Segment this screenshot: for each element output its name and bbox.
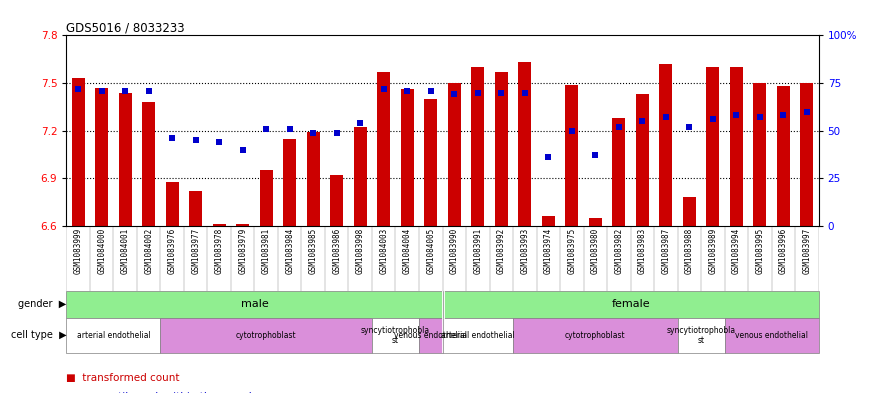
Bar (448, 83, 461, 226)
Text: venous endothelial: venous endothelial (394, 331, 467, 340)
Text: GSM1083976: GSM1083976 (167, 228, 177, 274)
Text: GSM1083996: GSM1083996 (779, 228, 788, 274)
Text: GSM1083983: GSM1083983 (638, 228, 647, 274)
Text: GSM1083991: GSM1083991 (473, 228, 482, 274)
Bar (424, 99, 437, 226)
Text: GSM1083988: GSM1083988 (685, 228, 694, 274)
Text: GSM1083981: GSM1083981 (262, 228, 271, 274)
Text: female: female (612, 299, 650, 309)
Bar (777, 86, 789, 226)
Bar (589, 218, 602, 226)
Text: GSM1084002: GSM1084002 (144, 228, 153, 274)
Text: cytotrophoblast: cytotrophoblast (236, 331, 296, 340)
Text: GSM1083979: GSM1083979 (238, 228, 247, 274)
Text: GSM1083978: GSM1083978 (215, 228, 224, 274)
Text: GSM1083987: GSM1083987 (661, 228, 670, 274)
Bar (678, 318, 725, 353)
Text: syncytiotrophobla
st: syncytiotrophobla st (361, 325, 430, 345)
Text: GSM1083975: GSM1083975 (567, 228, 576, 274)
Text: GSM1083995: GSM1083995 (756, 228, 765, 274)
Bar (612, 118, 626, 226)
Bar (119, 92, 132, 226)
Bar (66, 318, 160, 353)
Bar (160, 318, 372, 353)
Bar (354, 127, 366, 226)
Bar (419, 318, 442, 353)
Bar (542, 217, 555, 226)
Bar (472, 67, 484, 226)
Bar (66, 291, 442, 318)
Text: GSM1083997: GSM1083997 (803, 228, 812, 274)
Bar (519, 62, 531, 226)
Bar (730, 67, 743, 226)
Bar (513, 318, 678, 353)
Text: GSM1083990: GSM1083990 (450, 228, 458, 274)
Text: arterial endothelial: arterial endothelial (441, 331, 515, 340)
Text: GSM1084005: GSM1084005 (427, 228, 435, 274)
Bar (495, 72, 508, 226)
Bar (259, 171, 273, 226)
Text: GSM1083986: GSM1083986 (332, 228, 342, 274)
Bar (401, 89, 413, 226)
Bar (236, 224, 250, 226)
Bar (442, 291, 819, 318)
Text: arterial endothelial: arterial endothelial (76, 331, 150, 340)
Text: gender  ▶: gender ▶ (18, 299, 66, 309)
Text: GSM1083980: GSM1083980 (591, 228, 600, 274)
Bar (725, 318, 819, 353)
Text: GSM1083985: GSM1083985 (309, 228, 318, 274)
Bar (189, 191, 202, 226)
Text: GSM1084000: GSM1084000 (97, 228, 106, 274)
Bar (283, 139, 296, 226)
Text: GSM1083982: GSM1083982 (614, 228, 623, 274)
Bar (212, 224, 226, 226)
Text: GSM1083984: GSM1083984 (285, 228, 294, 274)
Bar (566, 84, 578, 226)
Text: GSM1084001: GSM1084001 (120, 228, 129, 274)
Text: GSM1084003: GSM1084003 (380, 228, 389, 274)
Bar (330, 175, 343, 226)
Text: venous endothelial: venous endothelial (735, 331, 808, 340)
Text: male: male (241, 299, 268, 309)
Bar (442, 318, 513, 353)
Bar (706, 67, 720, 226)
Text: GDS5016 / 8033233: GDS5016 / 8033233 (66, 21, 185, 34)
Bar (96, 88, 108, 226)
Bar (635, 94, 649, 226)
Text: cytotrophoblast: cytotrophoblast (565, 331, 626, 340)
Bar (683, 197, 696, 226)
Text: GSM1083994: GSM1083994 (732, 228, 741, 274)
Text: cell type  ▶: cell type ▶ (11, 330, 66, 340)
Text: GSM1083977: GSM1083977 (191, 228, 200, 274)
Text: ■  transformed count: ■ transformed count (66, 373, 180, 382)
Bar (377, 72, 390, 226)
Text: GSM1083998: GSM1083998 (356, 228, 365, 274)
Bar (753, 83, 766, 226)
Bar (659, 64, 673, 226)
Text: GSM1083974: GSM1083974 (543, 228, 553, 274)
Bar (165, 182, 179, 226)
Text: GSM1083992: GSM1083992 (496, 228, 505, 274)
Bar (800, 83, 813, 226)
Bar (142, 102, 155, 226)
Bar (307, 132, 319, 226)
Bar (372, 318, 419, 353)
Text: syncytiotrophobla
st: syncytiotrophobla st (666, 325, 735, 345)
Bar (72, 78, 85, 226)
Text: ■  percentile rank within the sample: ■ percentile rank within the sample (66, 392, 258, 393)
Text: GSM1084004: GSM1084004 (403, 228, 412, 274)
Text: GSM1083999: GSM1083999 (73, 228, 82, 274)
Text: GSM1083993: GSM1083993 (520, 228, 529, 274)
Text: GSM1083989: GSM1083989 (708, 228, 718, 274)
